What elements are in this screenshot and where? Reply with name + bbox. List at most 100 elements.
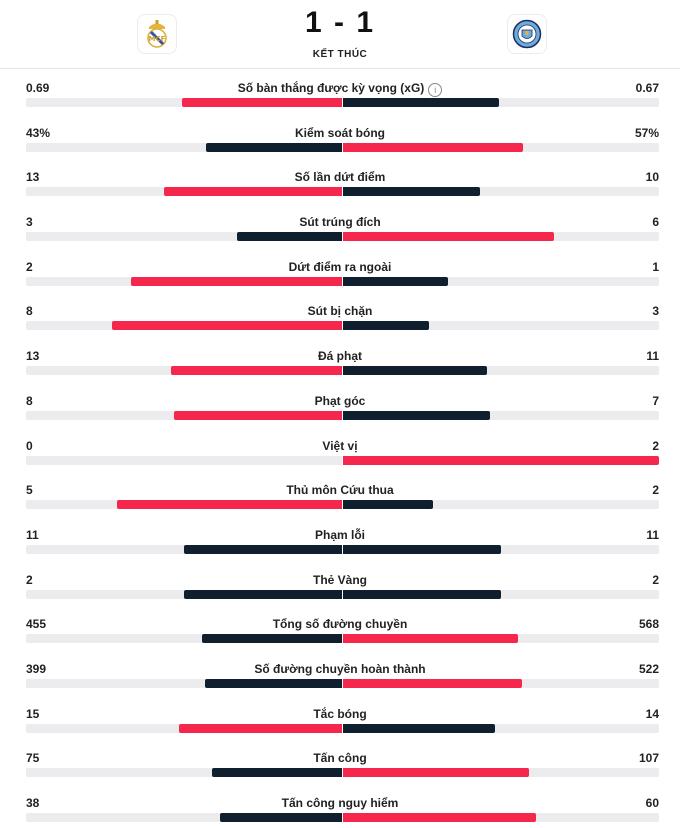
home-stat-value: 38 (26, 796, 40, 810)
away-stat-value: 2 (652, 483, 659, 498)
stat-row: 2 Dứt điểm ra ngoài 1 (0, 247, 680, 292)
home-stat-bar (182, 98, 343, 107)
stat-bar-track (26, 589, 659, 599)
home-stat-value: 455 (26, 617, 47, 632)
stat-bar-track (26, 678, 659, 688)
home-stat-bar (206, 142, 343, 152)
home-stat-bar (170, 366, 343, 376)
away-stat-bar (342, 544, 501, 554)
stat-row: 3 Sút trúng đích 6 (0, 202, 680, 247)
away-team-crest[interactable] (507, 14, 547, 54)
bar-center-divider (342, 589, 343, 599)
away-stat-bar (342, 813, 537, 822)
svg-text:MCF: MCF (149, 35, 166, 43)
stat-row: 8 Phạt góc 7 (0, 381, 680, 426)
away-stat-value: 57% (634, 125, 659, 140)
stat-label: Số lần dứt điểm (294, 170, 386, 185)
away-stat-bar (342, 500, 434, 510)
bar-center-divider (342, 634, 343, 644)
away-stat-value: 568 (638, 617, 659, 632)
stat-label: Kiểm soát bóng (294, 125, 385, 140)
home-stat-value: 8 (26, 393, 33, 408)
away-stat-bar (342, 187, 481, 197)
home-stat-value: 15 (26, 706, 40, 721)
stat-label-wrap: Số bàn thắng được kỳ vọng (xG) i (140, 81, 540, 97)
away-stat-bar (342, 678, 522, 688)
away-stat-bar (342, 723, 496, 733)
stat-label: Đá phạt (317, 349, 362, 364)
away-stat-bar (342, 768, 529, 778)
away-stat-value: 6 (652, 215, 659, 230)
away-stat-bar (342, 321, 429, 331)
stat-label-wrap: Tấn công (140, 751, 540, 765)
home-stat-value: 8 (26, 304, 33, 319)
info-icon[interactable]: i (428, 83, 443, 97)
home-stat-value: 11 (26, 527, 39, 542)
stat-label: Thủ môn Cứu thua (286, 483, 394, 498)
stat-row: 15 Tắc bóng 14 (0, 694, 680, 739)
stat-label: Việt vị (322, 438, 358, 453)
bar-center-divider (342, 813, 343, 822)
stat-label: Phạm lỗi (314, 527, 365, 542)
stat-bar-track (26, 321, 659, 331)
home-stat-value: 5 (26, 483, 33, 498)
bar-center-divider (342, 187, 343, 197)
home-stat-value: 0 (26, 438, 33, 453)
stat-label: Tấn công (313, 751, 367, 766)
stats-list: 0.69 Số bàn thắng được kỳ vọng (xG) i 0.67 4… (0, 68, 680, 828)
away-stat-value: 11 (646, 349, 659, 364)
stat-row: 399 Số đường chuyền hoàn thành 522 (0, 649, 680, 694)
home-stat-bar (163, 187, 343, 197)
stat-label: Dứt điểm ra ngoài (288, 259, 392, 274)
home-stat-value: 399 (26, 661, 47, 676)
stat-label-wrap: Số đường chuyền hoàn thành (140, 662, 540, 676)
stat-row: 5 Thủ môn Cứu thua 2 (0, 470, 680, 515)
away-stat-bar (342, 410, 491, 420)
stat-label-wrap: Tấn công nguy hiểm (140, 796, 540, 810)
bar-center-divider (342, 544, 343, 554)
bar-center-divider (342, 321, 343, 331)
stat-label: Tổng số đường chuyền (272, 617, 408, 632)
home-stat-value: 3 (26, 215, 33, 230)
stat-bar-track (26, 232, 659, 242)
away-stat-bar (342, 98, 499, 107)
away-stat-value: 2 (652, 438, 659, 453)
home-stat-bar (173, 410, 343, 420)
stat-label: Tắc bóng (313, 706, 367, 721)
home-stat-bar (131, 276, 343, 286)
away-stat-value: 1 (652, 259, 659, 274)
stat-bar-track (26, 187, 659, 197)
stat-bar-track (26, 768, 659, 778)
stat-label: Số đường chuyền hoàn thành (254, 661, 426, 676)
home-stat-value: 13 (26, 349, 40, 364)
home-stat-value: 2 (26, 259, 33, 274)
stat-row: 0.69 Số bàn thắng được kỳ vọng (xG) i 0.67 (0, 68, 680, 113)
away-stat-value: 11 (646, 527, 659, 542)
home-stat-bar (184, 544, 343, 554)
home-stat-value: 0.69 (26, 81, 50, 95)
stat-bar-track (26, 366, 659, 376)
stat-label-wrap: Việt vị (140, 439, 540, 453)
bar-center-divider (342, 455, 343, 465)
stat-label-wrap: Sút bị chặn (140, 304, 540, 318)
away-stat-bar (342, 142, 523, 152)
bar-center-divider (342, 142, 343, 152)
stat-bar-track (26, 723, 659, 733)
stat-label-wrap: Phạm lỗi (140, 528, 540, 542)
home-stat-bar (112, 321, 343, 331)
home-team-crest[interactable]: MCF (137, 14, 177, 54)
stat-row: 43% Kiểm soát bóng 57% (0, 113, 680, 158)
match-score: 1 - 1 (304, 6, 376, 39)
bar-center-divider (342, 768, 343, 778)
stat-label: Thẻ Vàng (312, 572, 367, 587)
away-stat-bar (342, 634, 519, 644)
stat-label-wrap: Thủ môn Cứu thua (140, 483, 540, 497)
stat-row: 11 Phạm lỗi 11 (0, 515, 680, 560)
stat-label: Sút bị chặn (307, 304, 373, 319)
bar-center-divider (342, 500, 343, 510)
stat-label: Sút trúng đích (299, 215, 381, 230)
match-header: MCF 1 - 1 KẾT THÚC (0, 0, 680, 69)
stat-bar-track (26, 276, 659, 286)
stat-label-wrap: Dứt điểm ra ngoài (140, 260, 540, 274)
away-stat-bar (342, 455, 659, 465)
